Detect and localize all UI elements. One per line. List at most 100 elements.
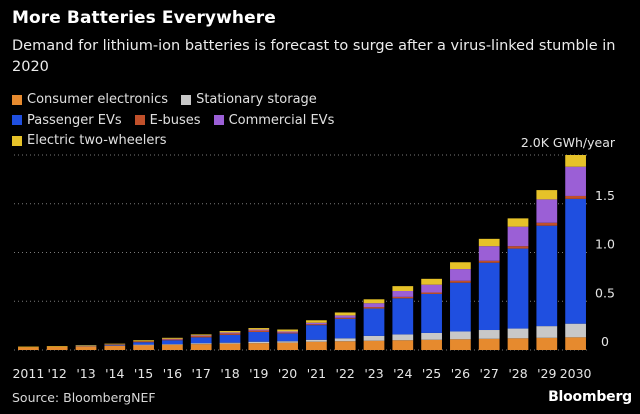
legend: Consumer electronics Stationary storage Pa…: [12, 90, 432, 152]
bar-segment: [392, 340, 414, 350]
bar-segment: [565, 323, 586, 338]
bar-segment: [536, 326, 558, 338]
x-tick-label: '16: [163, 366, 182, 381]
x-tick-label: '27: [480, 366, 499, 381]
bar-segment: [133, 345, 154, 350]
x-tick-label: '22: [336, 366, 355, 381]
bar-segment: [46, 346, 68, 350]
bar-segment: [46, 346, 68, 347]
x-tick-label: '26: [451, 366, 470, 381]
legend-label: E-buses: [149, 112, 201, 128]
bar-segment: [248, 328, 270, 330]
y-tick-label: 0: [601, 334, 609, 349]
bar-segment: [478, 246, 500, 261]
bar-segment: [363, 303, 385, 308]
x-tick-label: '18: [220, 366, 239, 381]
bar-segment: [334, 338, 356, 342]
bar-segment: [334, 312, 356, 316]
bar-segment: [392, 296, 414, 299]
x-tick-label: '20: [278, 366, 297, 381]
bar-segment: [363, 308, 385, 336]
bar-segment: [248, 341, 270, 344]
bar-segment: [363, 307, 385, 309]
legend-item: Commercial EVs: [213, 111, 335, 130]
bar-segment: [162, 344, 183, 345]
bar-segment: [190, 335, 212, 338]
bloomberg-logo: Bloomberg: [548, 389, 632, 405]
bar-segment: [18, 347, 39, 350]
legend-swatch: [181, 94, 192, 105]
bar-segment: [478, 330, 500, 339]
bar-segment: [219, 334, 241, 343]
bar-segment: [536, 199, 558, 223]
bar-segment: [507, 248, 529, 329]
bar-segment: [104, 344, 126, 345]
bar-segment: [536, 225, 558, 327]
bar-segment: [392, 286, 414, 292]
bar-segment: [248, 331, 270, 342]
bar-segment: [363, 299, 385, 304]
y-tick-label: 1.0: [595, 237, 615, 252]
bar-segment: [190, 337, 212, 344]
legend-label: Commercial EVs: [228, 112, 335, 128]
bar-segment: [75, 346, 97, 350]
x-tick-label: '15: [134, 366, 153, 381]
bar-segment: [507, 226, 529, 247]
bar-segment: [306, 322, 327, 325]
x-tick-label: '29: [537, 366, 556, 381]
x-tick-label: '14: [105, 366, 124, 381]
x-tick-label: 2030: [560, 366, 592, 381]
bar-segment: [507, 246, 529, 249]
bar-segment: [162, 337, 183, 339]
bar-segment: [248, 343, 270, 350]
bar-segment: [277, 332, 298, 334]
bar-segment: [478, 260, 500, 263]
legend-label: Stationary storage: [196, 92, 317, 107]
x-tick-label: '24: [393, 366, 412, 381]
bar-segment: [507, 328, 529, 339]
bar-segment: [363, 340, 385, 350]
bar-segment: [421, 339, 442, 350]
bar-segment: [450, 339, 471, 350]
bar-segment: [565, 155, 586, 167]
bar-segment: [334, 341, 356, 350]
x-tick-label: '19: [249, 366, 268, 381]
legend-label: Electric two-wheelers: [27, 133, 167, 148]
legend-label: Consumer electronics: [27, 92, 169, 107]
bar-segment: [421, 278, 442, 285]
bar-segment: [421, 293, 442, 333]
legend-item: Passenger EVs: [12, 111, 122, 130]
legend-swatch: [12, 94, 22, 105]
bar-segment: [277, 331, 298, 333]
legend-swatch: [134, 115, 145, 125]
bar-segment: [190, 335, 212, 336]
bar-segment: [565, 166, 586, 196]
bar-segment: [565, 195, 586, 199]
bar-segment: [219, 343, 241, 350]
legend-swatch: [12, 135, 22, 146]
bar-segment: [162, 339, 183, 341]
chart-title: More Batteries Everywhere: [12, 8, 276, 28]
x-tick-label: '21: [307, 366, 326, 381]
bar-segment: [162, 344, 183, 350]
legend-item: Electric two-wheelers: [12, 131, 167, 150]
bar-segment: [219, 330, 241, 333]
bar-segment: [162, 338, 183, 340]
x-tick-label: '13: [76, 366, 95, 381]
bar-segment: [507, 218, 529, 227]
x-tick-label: '12: [48, 366, 67, 381]
bar-segment: [450, 282, 471, 332]
x-tick-label: 2011: [12, 366, 44, 381]
x-tick-label: '25: [422, 366, 441, 381]
bar-segment: [277, 333, 298, 342]
legend-swatch: [12, 115, 22, 125]
bar-segment: [536, 222, 558, 226]
bar-segment: [478, 238, 500, 247]
bar-segment: [536, 337, 558, 350]
bar-segment: [190, 334, 212, 336]
bar-segment: [306, 339, 327, 342]
bar-segment: [363, 335, 385, 341]
bar-segment: [162, 340, 183, 345]
bar-segment: [133, 344, 154, 346]
bar-segment: [75, 345, 97, 346]
